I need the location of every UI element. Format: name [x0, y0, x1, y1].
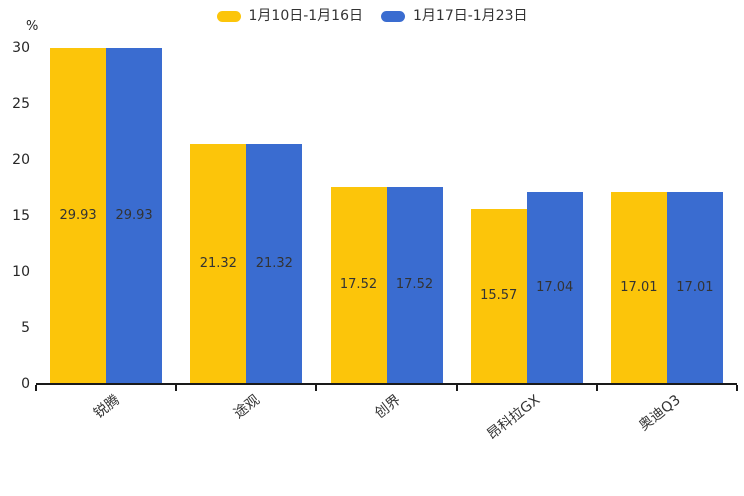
bar-value-label: 15.57 [480, 288, 518, 304]
legend-label: 1月10日-1月16日 [248, 8, 364, 24]
y-axis-unit-label: % [26, 19, 39, 34]
bar-value-label: 29.93 [59, 207, 97, 223]
bar-value-label: 17.01 [620, 280, 658, 296]
bar [526, 192, 583, 383]
x-axis-tick [315, 385, 318, 391]
x-axis-category-label: 锐腾 [91, 392, 123, 422]
legend-swatch [216, 10, 241, 22]
legend-swatch [381, 10, 405, 22]
bar [610, 192, 667, 383]
bar-value-label: 17.04 [536, 280, 574, 296]
y-axis-tick-label: 25 [12, 95, 30, 112]
legend-entry: 1月10日-1月16日 [216, 7, 364, 25]
y-axis-tick-label: 15 [12, 207, 30, 224]
x-axis-tick [455, 385, 458, 391]
bar [50, 47, 107, 383]
x-axis-category-label: 途观 [231, 392, 264, 422]
x-axis-line [36, 383, 737, 385]
x-axis-tick [35, 385, 37, 391]
bar-value-label: 29.93 [115, 207, 153, 223]
bar [666, 192, 723, 383]
y-axis-tick-label: 10 [12, 263, 30, 280]
bar-value-label: 21.32 [199, 256, 237, 272]
bar [190, 144, 247, 383]
y-axis-tick-label: 5 [21, 319, 30, 336]
bar [106, 47, 163, 383]
y-axis-tick-label: 20 [12, 151, 30, 168]
x-axis-category-label: 奥迪Q3 [636, 392, 684, 435]
x-axis-tick [595, 385, 598, 391]
y-axis-tick-label: 0 [21, 376, 30, 392]
x-axis-category-label: 创界 [371, 392, 404, 422]
bar [470, 208, 527, 383]
bar [330, 186, 387, 383]
x-axis-category-label: 昂科拉GX [484, 392, 544, 444]
bar-value-label: 17.52 [395, 277, 434, 293]
legend-label: 1月17日-1月23日 [413, 8, 528, 24]
x-axis-tick [175, 385, 178, 391]
bar-value-label: 21.32 [255, 256, 293, 272]
y-axis-tick-label: 30 [12, 39, 30, 56]
bar-value-label: 17.52 [339, 277, 378, 293]
bar-value-label: 17.01 [676, 280, 714, 296]
chart-legend: 1月10日-1月16日 1月17日-1月23日 [0, 7, 744, 25]
legend-entry: 1月17日-1月23日 [381, 7, 528, 25]
bar [386, 186, 443, 383]
x-axis-tick [736, 385, 738, 391]
bar [246, 144, 303, 383]
